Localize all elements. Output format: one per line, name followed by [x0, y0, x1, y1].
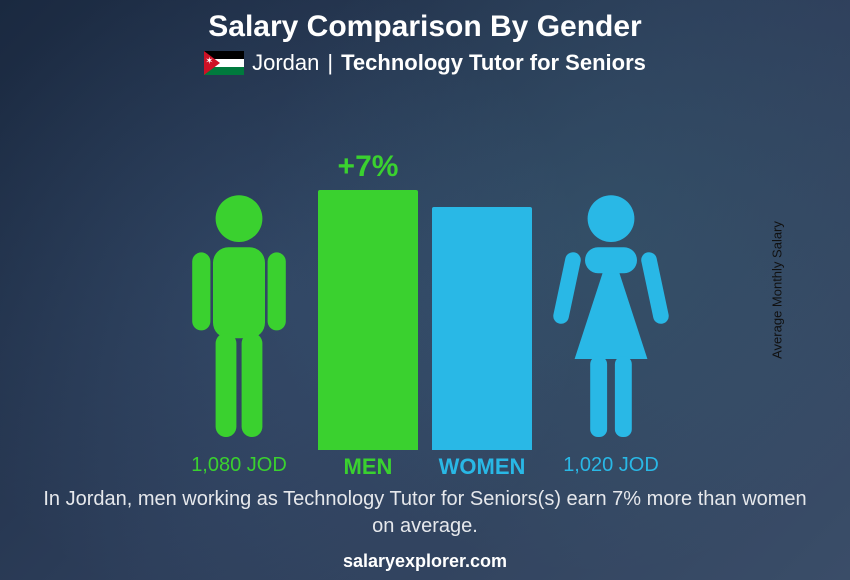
woman-icon	[546, 190, 676, 450]
men-bar	[318, 190, 418, 450]
women-bar	[432, 207, 532, 450]
women-salary-label: 1,020 JOD	[546, 454, 676, 480]
delta-label: +7%	[338, 150, 399, 184]
men-gender-label: MEN	[318, 454, 418, 480]
women-bar-col	[432, 207, 532, 450]
man-icon	[174, 190, 304, 450]
men-figure-col	[174, 190, 304, 450]
jordan-flag-icon	[204, 51, 244, 75]
women-figure-col	[546, 190, 676, 450]
page-title: Salary Comparison By Gender	[0, 10, 850, 44]
subtitle-row: Jordan | Technology Tutor for Seniors	[0, 50, 850, 76]
labels-row: 1,080 JOD MEN WOMEN 1,020 JOD	[0, 454, 850, 480]
infographic-container: Salary Comparison By Gender Jordan | Tec…	[0, 0, 850, 580]
separator: |	[327, 50, 333, 76]
footer-site: salaryexplorer.com	[0, 551, 850, 572]
chart-area: +7%	[0, 95, 850, 450]
job-title-label: Technology Tutor for Seniors	[341, 50, 646, 76]
men-bar-col: +7%	[318, 150, 418, 450]
description-text: In Jordan, men working as Technology Tut…	[40, 486, 810, 540]
men-salary-label: 1,080 JOD	[174, 454, 304, 480]
women-gender-label: WOMEN	[432, 454, 532, 480]
country-label: Jordan	[252, 50, 319, 76]
